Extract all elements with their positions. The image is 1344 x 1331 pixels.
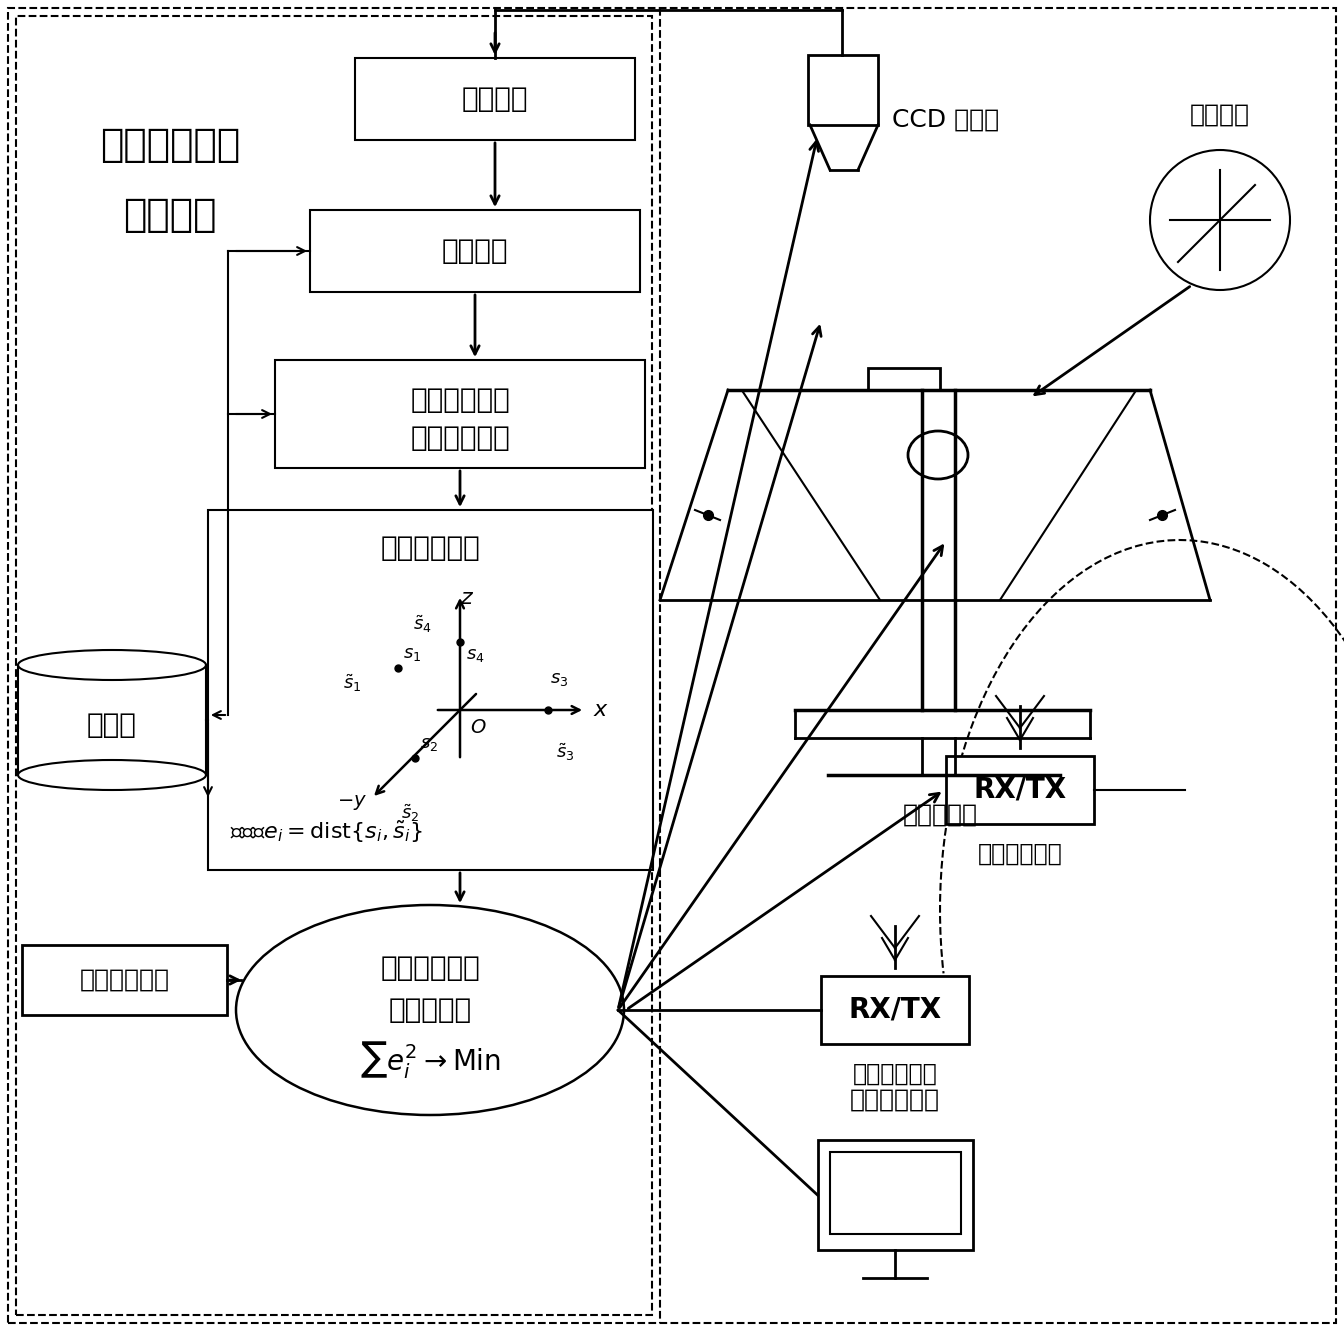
Text: 图像信息处理: 图像信息处理 (99, 126, 241, 164)
Text: 迭代初值计算: 迭代初值计算 (79, 968, 169, 992)
Text: 数据库: 数据库 (87, 711, 137, 739)
Text: 数据显示终端: 数据显示终端 (849, 1087, 939, 1111)
Text: 数值优化算法: 数值优化算法 (380, 954, 480, 982)
Text: $\tilde{s}_3$: $\tilde{s}_3$ (556, 741, 574, 763)
Text: 偏差：$e_i = \mathrm{dist}\{s_i, \tilde{s}_i\}$: 偏差：$e_i = \mathrm{dist}\{s_i, \tilde{s}_… (230, 819, 422, 845)
Text: 图像分割: 图像分割 (442, 237, 508, 265)
Text: 三轴气浮台: 三轴气浮台 (903, 803, 977, 827)
Text: $\sum e_i^2 \rightarrow \mathrm{Min}$: $\sum e_i^2 \rightarrow \mathrm{Min}$ (360, 1040, 500, 1081)
Text: 无线传输设备: 无线传输设备 (852, 1062, 937, 1086)
Bar (276, 359, 645, 469)
Bar (16, 16, 652, 1315)
Bar (310, 210, 640, 291)
Text: $x$: $x$ (593, 700, 609, 720)
Ellipse shape (1150, 150, 1290, 290)
Bar (208, 510, 653, 870)
Text: RX/TX: RX/TX (848, 996, 942, 1024)
Ellipse shape (17, 650, 206, 680)
Ellipse shape (909, 431, 968, 479)
Text: RX/TX: RX/TX (973, 776, 1067, 804)
Text: 测量光标的亚: 测量光标的亚 (410, 386, 509, 414)
Text: $\tilde{s}_2$: $\tilde{s}_2$ (401, 803, 419, 824)
Text: 软件功能: 软件功能 (124, 196, 216, 234)
Bar (821, 976, 969, 1044)
Text: $\tilde{s}_4$: $\tilde{s}_4$ (413, 614, 431, 635)
Text: 定义目标函数: 定义目标函数 (380, 534, 480, 562)
Ellipse shape (237, 905, 624, 1115)
Text: 图像量化: 图像量化 (462, 85, 528, 113)
Ellipse shape (17, 760, 206, 791)
Text: 无线传输设备: 无线传输设备 (977, 843, 1062, 866)
Text: $O$: $O$ (470, 717, 487, 737)
Bar (17, 666, 206, 775)
Text: CCD 摄像机: CCD 摄像机 (892, 108, 999, 132)
Text: 测量光标: 测量光标 (1189, 102, 1250, 126)
Text: $s_1$: $s_1$ (403, 646, 421, 663)
Text: 像素精度提取: 像素精度提取 (410, 425, 509, 453)
Bar (829, 1153, 961, 1234)
Text: $-y$: $-y$ (337, 792, 367, 812)
Bar (22, 945, 227, 1016)
Bar (946, 756, 1094, 824)
Text: $\tilde{s}_1$: $\tilde{s}_1$ (343, 672, 362, 693)
Text: $s_2$: $s_2$ (419, 735, 438, 753)
Text: $s_4$: $s_4$ (466, 646, 485, 664)
Bar (355, 59, 634, 140)
Bar (817, 1139, 973, 1250)
Bar (808, 55, 878, 125)
Text: 计算姿态角: 计算姿态角 (388, 996, 472, 1024)
Text: $z$: $z$ (460, 588, 474, 608)
Bar (868, 367, 939, 390)
Text: $s_3$: $s_3$ (550, 669, 569, 688)
